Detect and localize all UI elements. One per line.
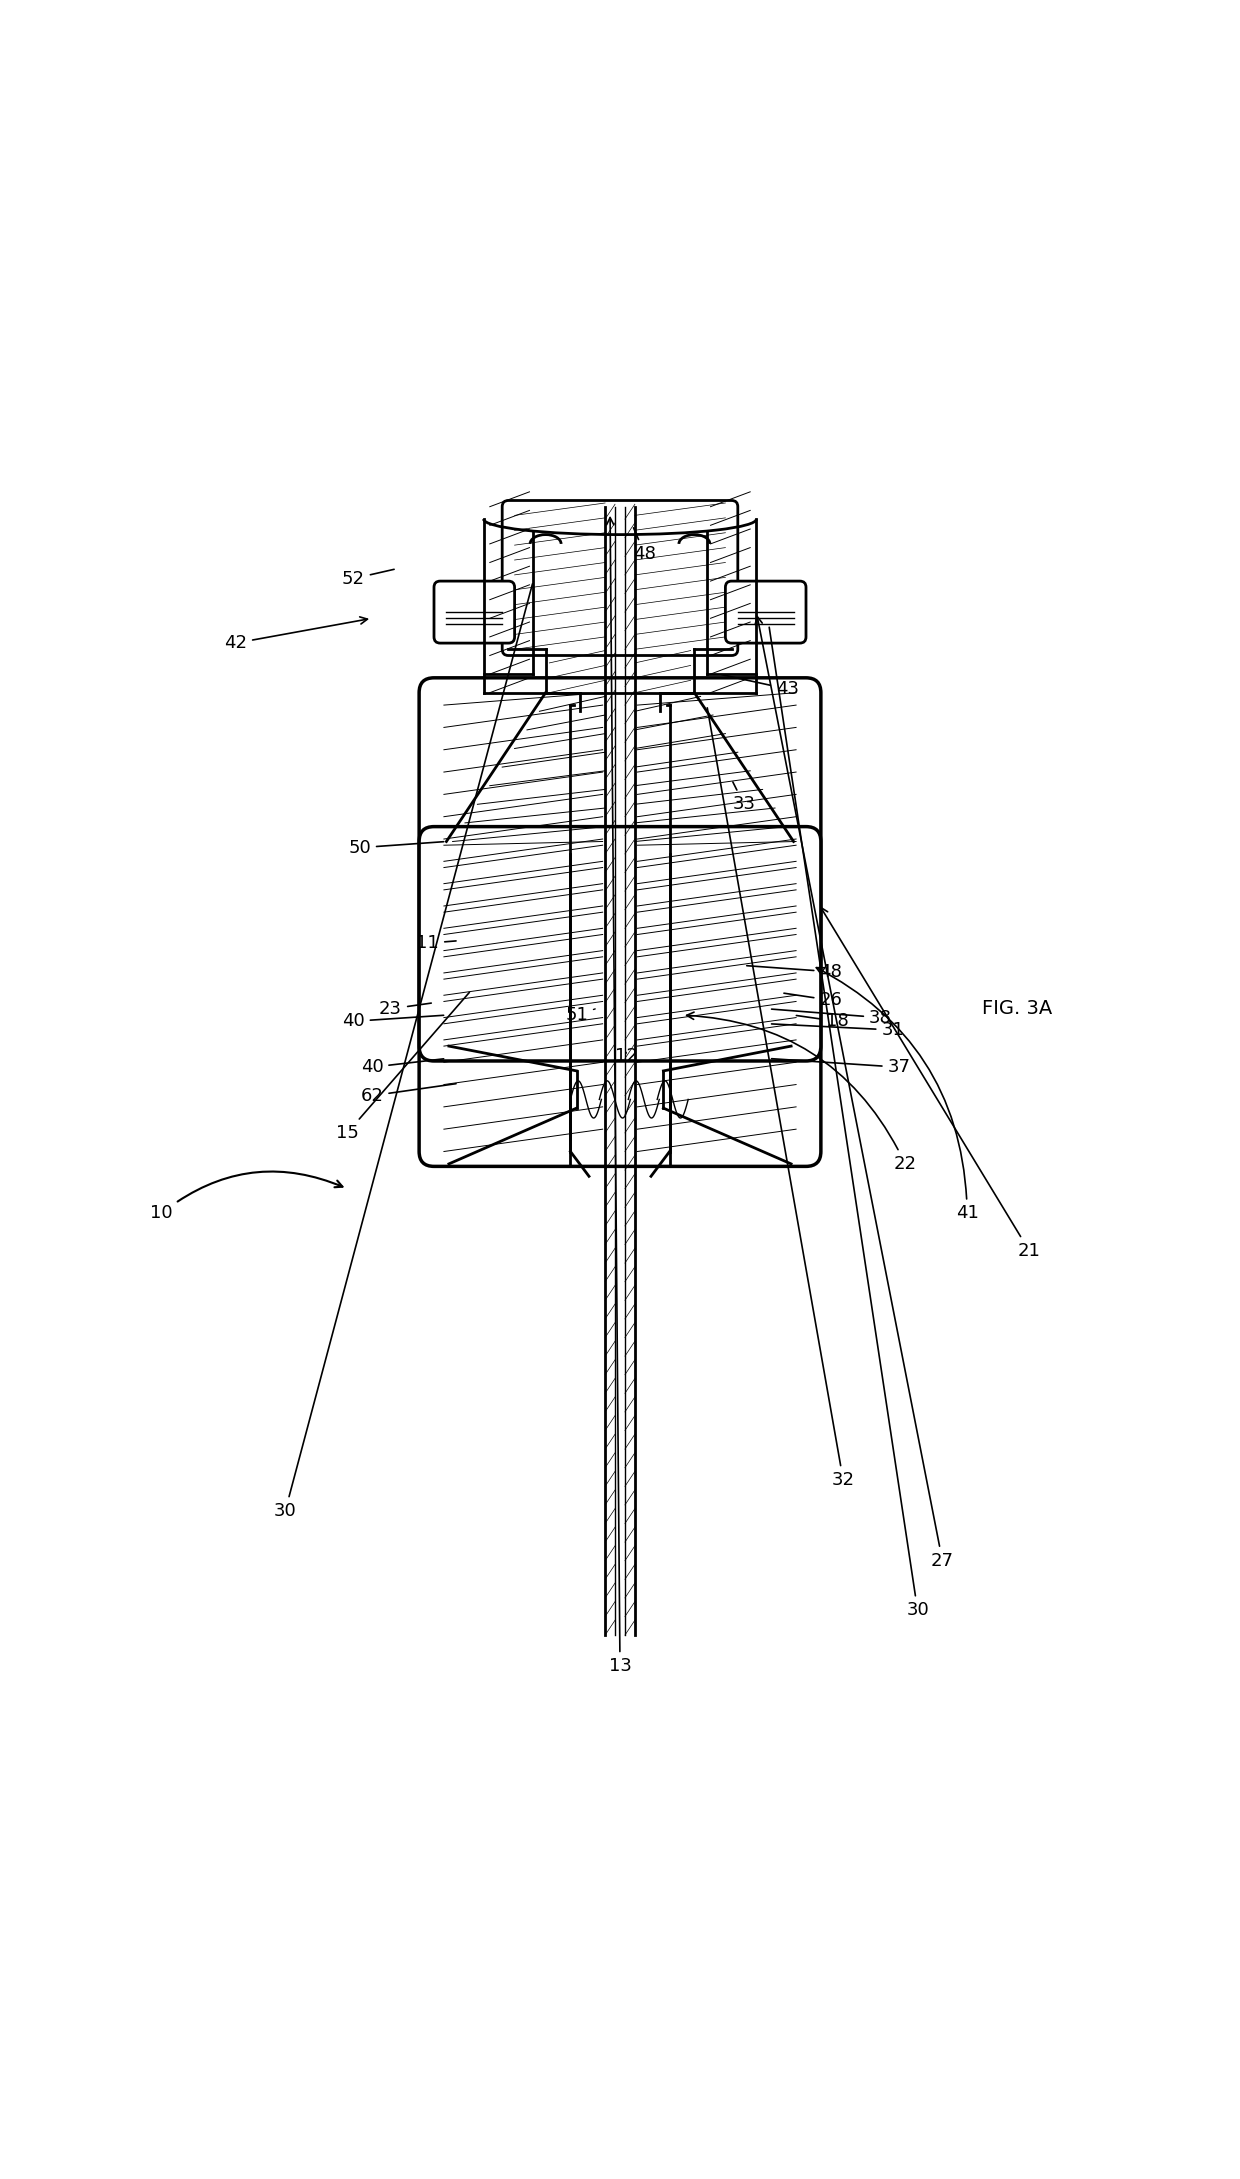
Text: 23: 23 [379, 1000, 432, 1018]
Text: FIG. 3A: FIG. 3A [982, 1000, 1052, 1018]
Text: 41: 41 [816, 967, 978, 1222]
FancyBboxPatch shape [434, 582, 515, 643]
Text: 27: 27 [755, 617, 954, 1569]
Text: 12: 12 [615, 1048, 637, 1066]
Text: 38: 38 [771, 1009, 892, 1026]
Text: 11: 11 [417, 935, 456, 952]
Text: 42: 42 [224, 617, 367, 652]
Text: 26: 26 [784, 991, 842, 1009]
Text: 51: 51 [565, 1007, 595, 1024]
Text: 31: 31 [771, 1022, 904, 1039]
Text: 21: 21 [821, 906, 1040, 1259]
FancyBboxPatch shape [419, 678, 821, 1166]
Text: 62: 62 [361, 1083, 456, 1105]
Text: 32: 32 [707, 708, 854, 1488]
Text: 30: 30 [769, 628, 929, 1619]
Text: 18: 18 [796, 1013, 848, 1031]
Text: 40: 40 [342, 1013, 444, 1031]
Text: 48: 48 [634, 527, 656, 562]
Text: 10: 10 [150, 1172, 342, 1222]
Text: 50: 50 [348, 839, 444, 856]
FancyBboxPatch shape [725, 582, 806, 643]
Text: 22: 22 [687, 1011, 916, 1172]
Text: 30: 30 [274, 584, 532, 1521]
FancyBboxPatch shape [502, 501, 738, 656]
Text: 15: 15 [336, 991, 470, 1142]
Text: 52: 52 [342, 569, 394, 588]
Text: 48: 48 [746, 963, 842, 981]
Text: 33: 33 [733, 782, 755, 813]
FancyBboxPatch shape [419, 826, 821, 1061]
Text: 13: 13 [606, 519, 631, 1676]
Text: 40: 40 [361, 1059, 444, 1076]
Text: 37: 37 [771, 1059, 910, 1076]
Text: 43: 43 [722, 675, 799, 697]
